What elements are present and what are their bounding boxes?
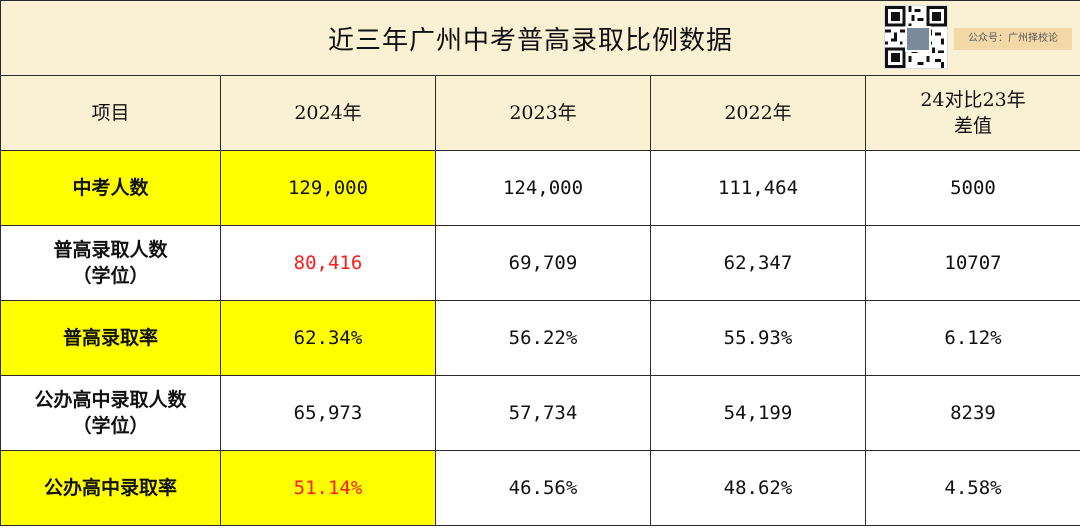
header-2022: 2022年 bbox=[650, 75, 866, 151]
table-row: 公办高中录取率 51.14% 46.56% 48.62% 4.58% bbox=[0, 450, 1080, 526]
qr-avatar-icon bbox=[905, 26, 931, 52]
page-title: 近三年广州中考普高录取比例数据 bbox=[327, 25, 733, 56]
qr-code-icon bbox=[884, 5, 948, 69]
cell-diff: 6.12% bbox=[865, 300, 1080, 376]
account-banner: 公众号：广州择校论 bbox=[954, 28, 1072, 50]
cell-2024: 129,000 bbox=[220, 150, 436, 226]
row-label: 中考人数 bbox=[0, 150, 221, 226]
cell-2022: 62,347 bbox=[650, 225, 866, 301]
cell-2023: 56.22% bbox=[435, 300, 651, 376]
header-row: 项目 2024年 2023年 2022年 24对比23年 差值 bbox=[0, 75, 1080, 151]
cell-2023: 69,709 bbox=[435, 225, 651, 301]
cell-2022: 111,464 bbox=[650, 150, 866, 226]
cell-2023: 124,000 bbox=[435, 150, 651, 226]
table-row: 公办高中录取人数 （学位） 65,973 57,734 54,199 8239 bbox=[0, 375, 1080, 451]
header-diff: 24对比23年 差值 bbox=[865, 75, 1080, 151]
table-row: 中考人数 129,000 124,000 111,464 5000 bbox=[0, 150, 1080, 226]
cell-2023: 46.56% bbox=[435, 450, 651, 526]
cell-2023: 57,734 bbox=[435, 375, 651, 451]
header-2023: 2023年 bbox=[435, 75, 651, 151]
header-2024: 2024年 bbox=[220, 75, 436, 151]
row-label: 公办高中录取人数 （学位） bbox=[0, 375, 221, 451]
row-label: 普高录取率 bbox=[0, 300, 221, 376]
cell-2024: 62.34% bbox=[220, 300, 436, 376]
table-row: 普高录取率 62.34% 56.22% 55.93% 6.12% bbox=[0, 300, 1080, 376]
cell-diff: 4.58% bbox=[865, 450, 1080, 526]
header-item: 项目 bbox=[0, 75, 221, 151]
table-row: 普高录取人数 （学位） 80,416 69,709 62,347 10707 bbox=[0, 225, 1080, 301]
cell-diff: 8239 bbox=[865, 375, 1080, 451]
cell-2024: 51.14% bbox=[220, 450, 436, 526]
title-cell: 近三年广州中考普高录取比例数据 bbox=[0, 0, 1080, 76]
header-diff-line2: 差值 bbox=[953, 115, 992, 137]
cell-diff: 5000 bbox=[865, 150, 1080, 226]
cell-2024: 65,973 bbox=[220, 375, 436, 451]
header-diff-line1: 24对比23年 bbox=[920, 89, 1026, 111]
row-label: 普高录取人数 （学位） bbox=[0, 225, 221, 301]
cell-2022: 55.93% bbox=[650, 300, 866, 376]
cell-2024: 80,416 bbox=[220, 225, 436, 301]
row-label: 公办高中录取率 bbox=[0, 450, 221, 526]
title-row: 近三年广州中考普高录取比例数据 bbox=[0, 0, 1080, 76]
cell-2022: 48.62% bbox=[650, 450, 866, 526]
cell-2022: 54,199 bbox=[650, 375, 866, 451]
cell-diff: 10707 bbox=[865, 225, 1080, 301]
